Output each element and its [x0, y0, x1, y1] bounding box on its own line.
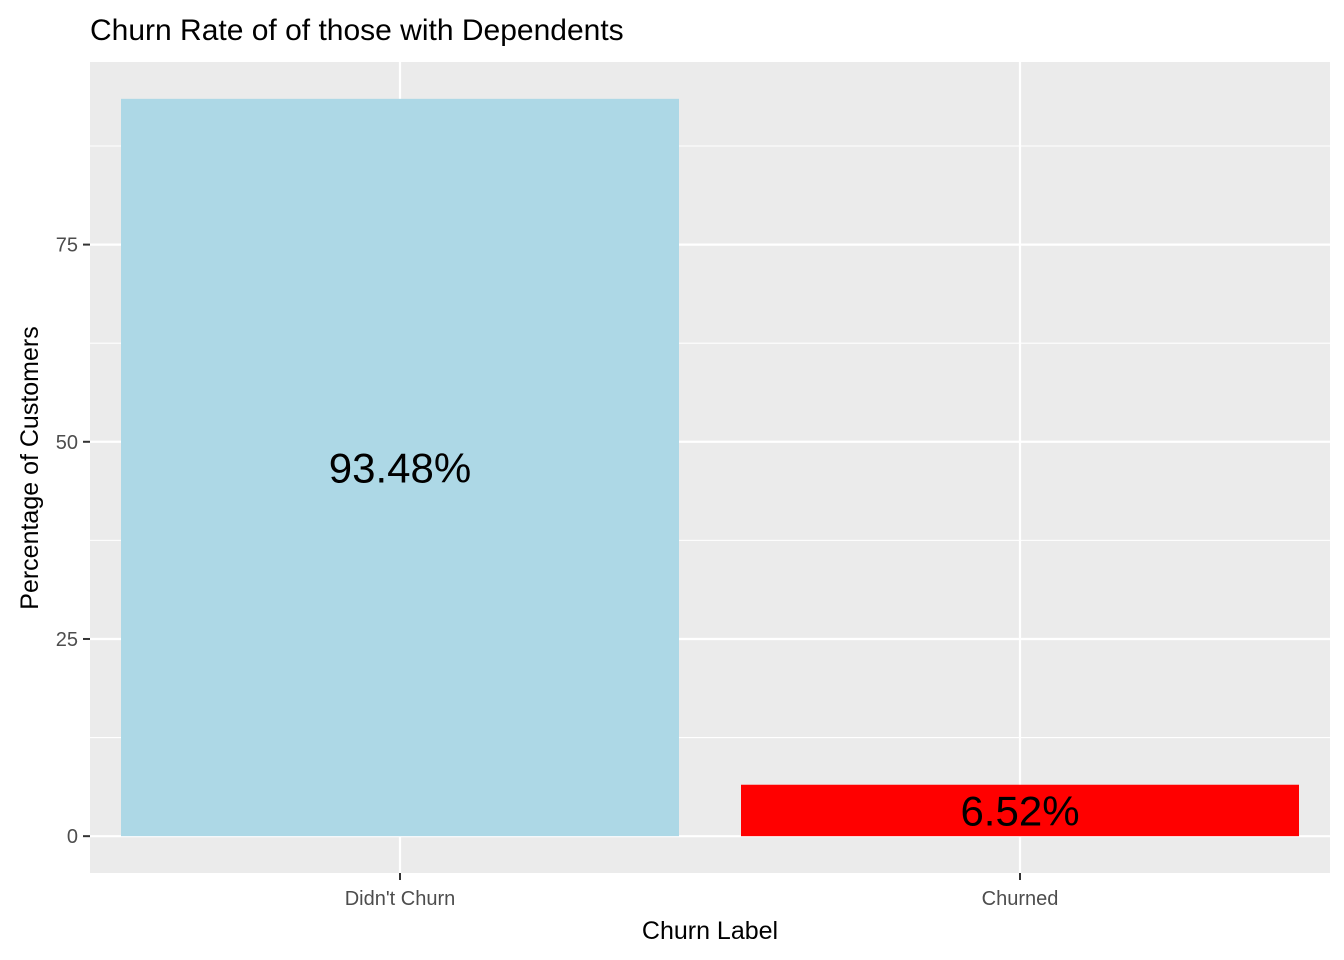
- bar-data-labels: 93.48% 6.52%: [329, 445, 1080, 835]
- bar: [121, 98, 679, 837]
- bars: [121, 98, 1299, 837]
- y-axis-title: Percentage of Customers: [16, 326, 44, 609]
- y-tick-label: 0: [67, 826, 78, 848]
- x-tick-label: Churned: [982, 888, 1059, 910]
- bar: [741, 784, 1299, 837]
- y-tick-label: 50: [56, 432, 78, 454]
- x-tick-label: Didn't Churn: [345, 888, 456, 910]
- y-axis: 0 25 50 75: [56, 235, 90, 848]
- y-tick-label: 75: [56, 235, 78, 257]
- y-tick-label: 25: [56, 629, 78, 651]
- x-axis-title: Churn Label: [642, 917, 778, 945]
- x-axis: Didn't Churn Churned: [345, 873, 1059, 910]
- data-label: 93.48%: [329, 445, 471, 492]
- chart-title: Churn Rate of of those with Dependents: [90, 14, 624, 47]
- data-label: 6.52%: [960, 787, 1079, 834]
